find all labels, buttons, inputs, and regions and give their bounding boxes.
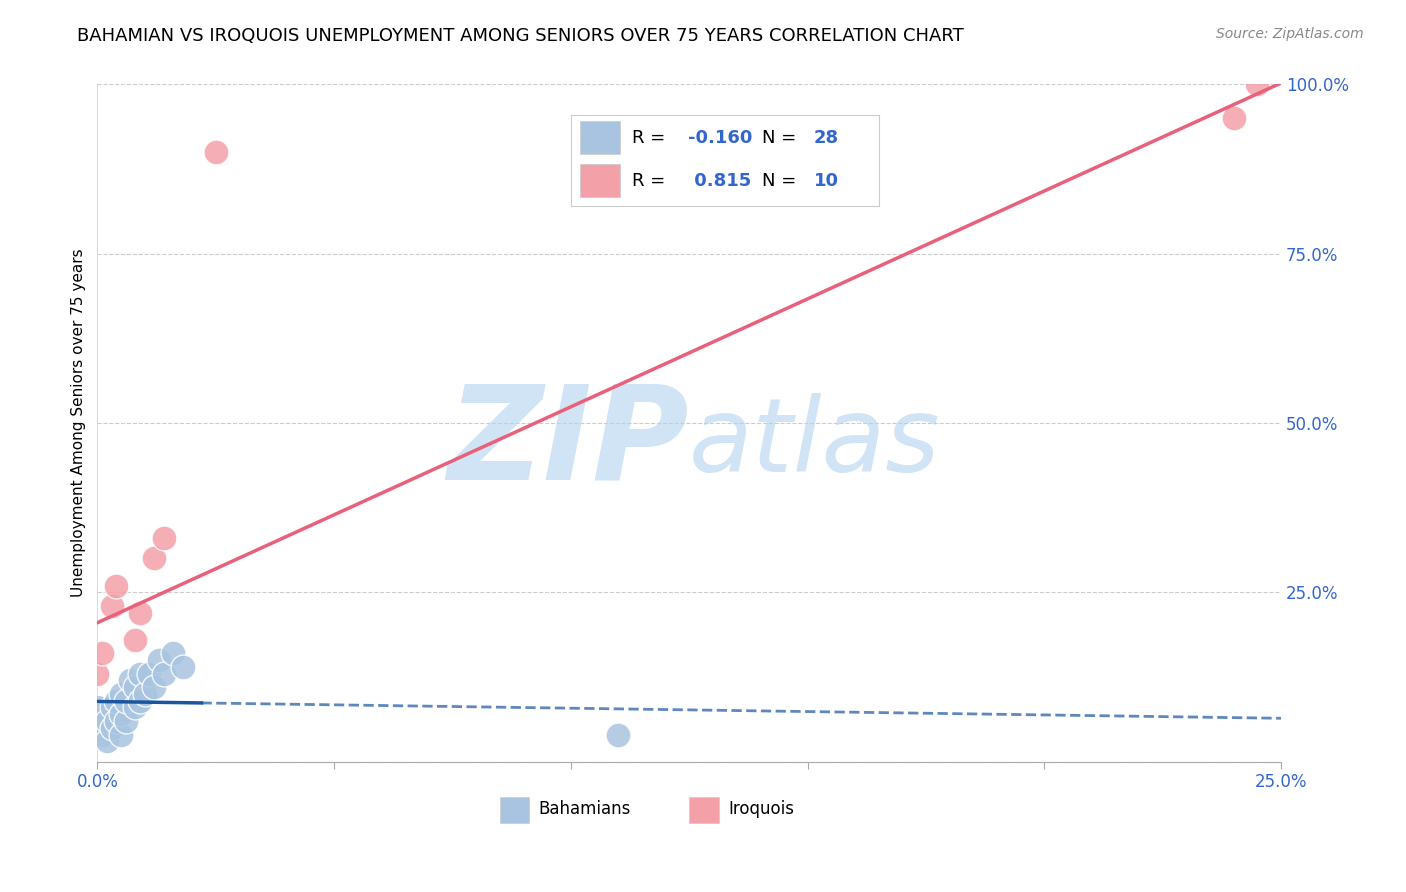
Point xyxy=(86,721,108,735)
Point xyxy=(100,721,122,735)
Point xyxy=(134,687,156,701)
FancyBboxPatch shape xyxy=(499,797,530,822)
Point xyxy=(152,666,174,681)
Point xyxy=(124,700,146,714)
Point xyxy=(143,551,166,566)
Text: BAHAMIAN VS IROQUOIS UNEMPLOYMENT AMONG SENIORS OVER 75 YEARS CORRELATION CHART: BAHAMIAN VS IROQUOIS UNEMPLOYMENT AMONG … xyxy=(77,27,965,45)
Point xyxy=(105,578,128,592)
Point xyxy=(96,734,118,748)
Point xyxy=(91,646,114,660)
Text: atlas: atlas xyxy=(689,393,941,493)
Point xyxy=(129,606,152,620)
Point xyxy=(100,700,122,714)
Point xyxy=(138,666,160,681)
Text: Source: ZipAtlas.com: Source: ZipAtlas.com xyxy=(1216,27,1364,41)
Point xyxy=(607,728,630,742)
Text: ZIP: ZIP xyxy=(447,380,689,507)
Point xyxy=(1246,78,1268,92)
Point xyxy=(162,646,184,660)
Point xyxy=(148,653,170,667)
Point xyxy=(110,687,132,701)
Point xyxy=(143,680,166,694)
FancyBboxPatch shape xyxy=(689,797,718,822)
Text: Bahamians: Bahamians xyxy=(538,800,631,818)
Point xyxy=(105,694,128,708)
Y-axis label: Unemployment Among Seniors over 75 years: Unemployment Among Seniors over 75 years xyxy=(72,249,86,598)
Point xyxy=(110,707,132,722)
Point xyxy=(110,728,132,742)
Point xyxy=(172,660,194,674)
Point xyxy=(120,673,142,688)
Point xyxy=(129,666,152,681)
Point xyxy=(204,145,226,160)
Point xyxy=(86,700,108,714)
Point xyxy=(91,707,114,722)
Point xyxy=(152,531,174,545)
Point xyxy=(96,714,118,728)
Point xyxy=(91,728,114,742)
Point xyxy=(100,599,122,613)
Point xyxy=(114,714,136,728)
Text: Iroquois: Iroquois xyxy=(728,800,794,818)
Point xyxy=(86,666,108,681)
Point xyxy=(114,694,136,708)
Point xyxy=(124,680,146,694)
Point xyxy=(124,632,146,647)
Point xyxy=(1222,112,1244,126)
Point xyxy=(129,694,152,708)
Point xyxy=(105,714,128,728)
